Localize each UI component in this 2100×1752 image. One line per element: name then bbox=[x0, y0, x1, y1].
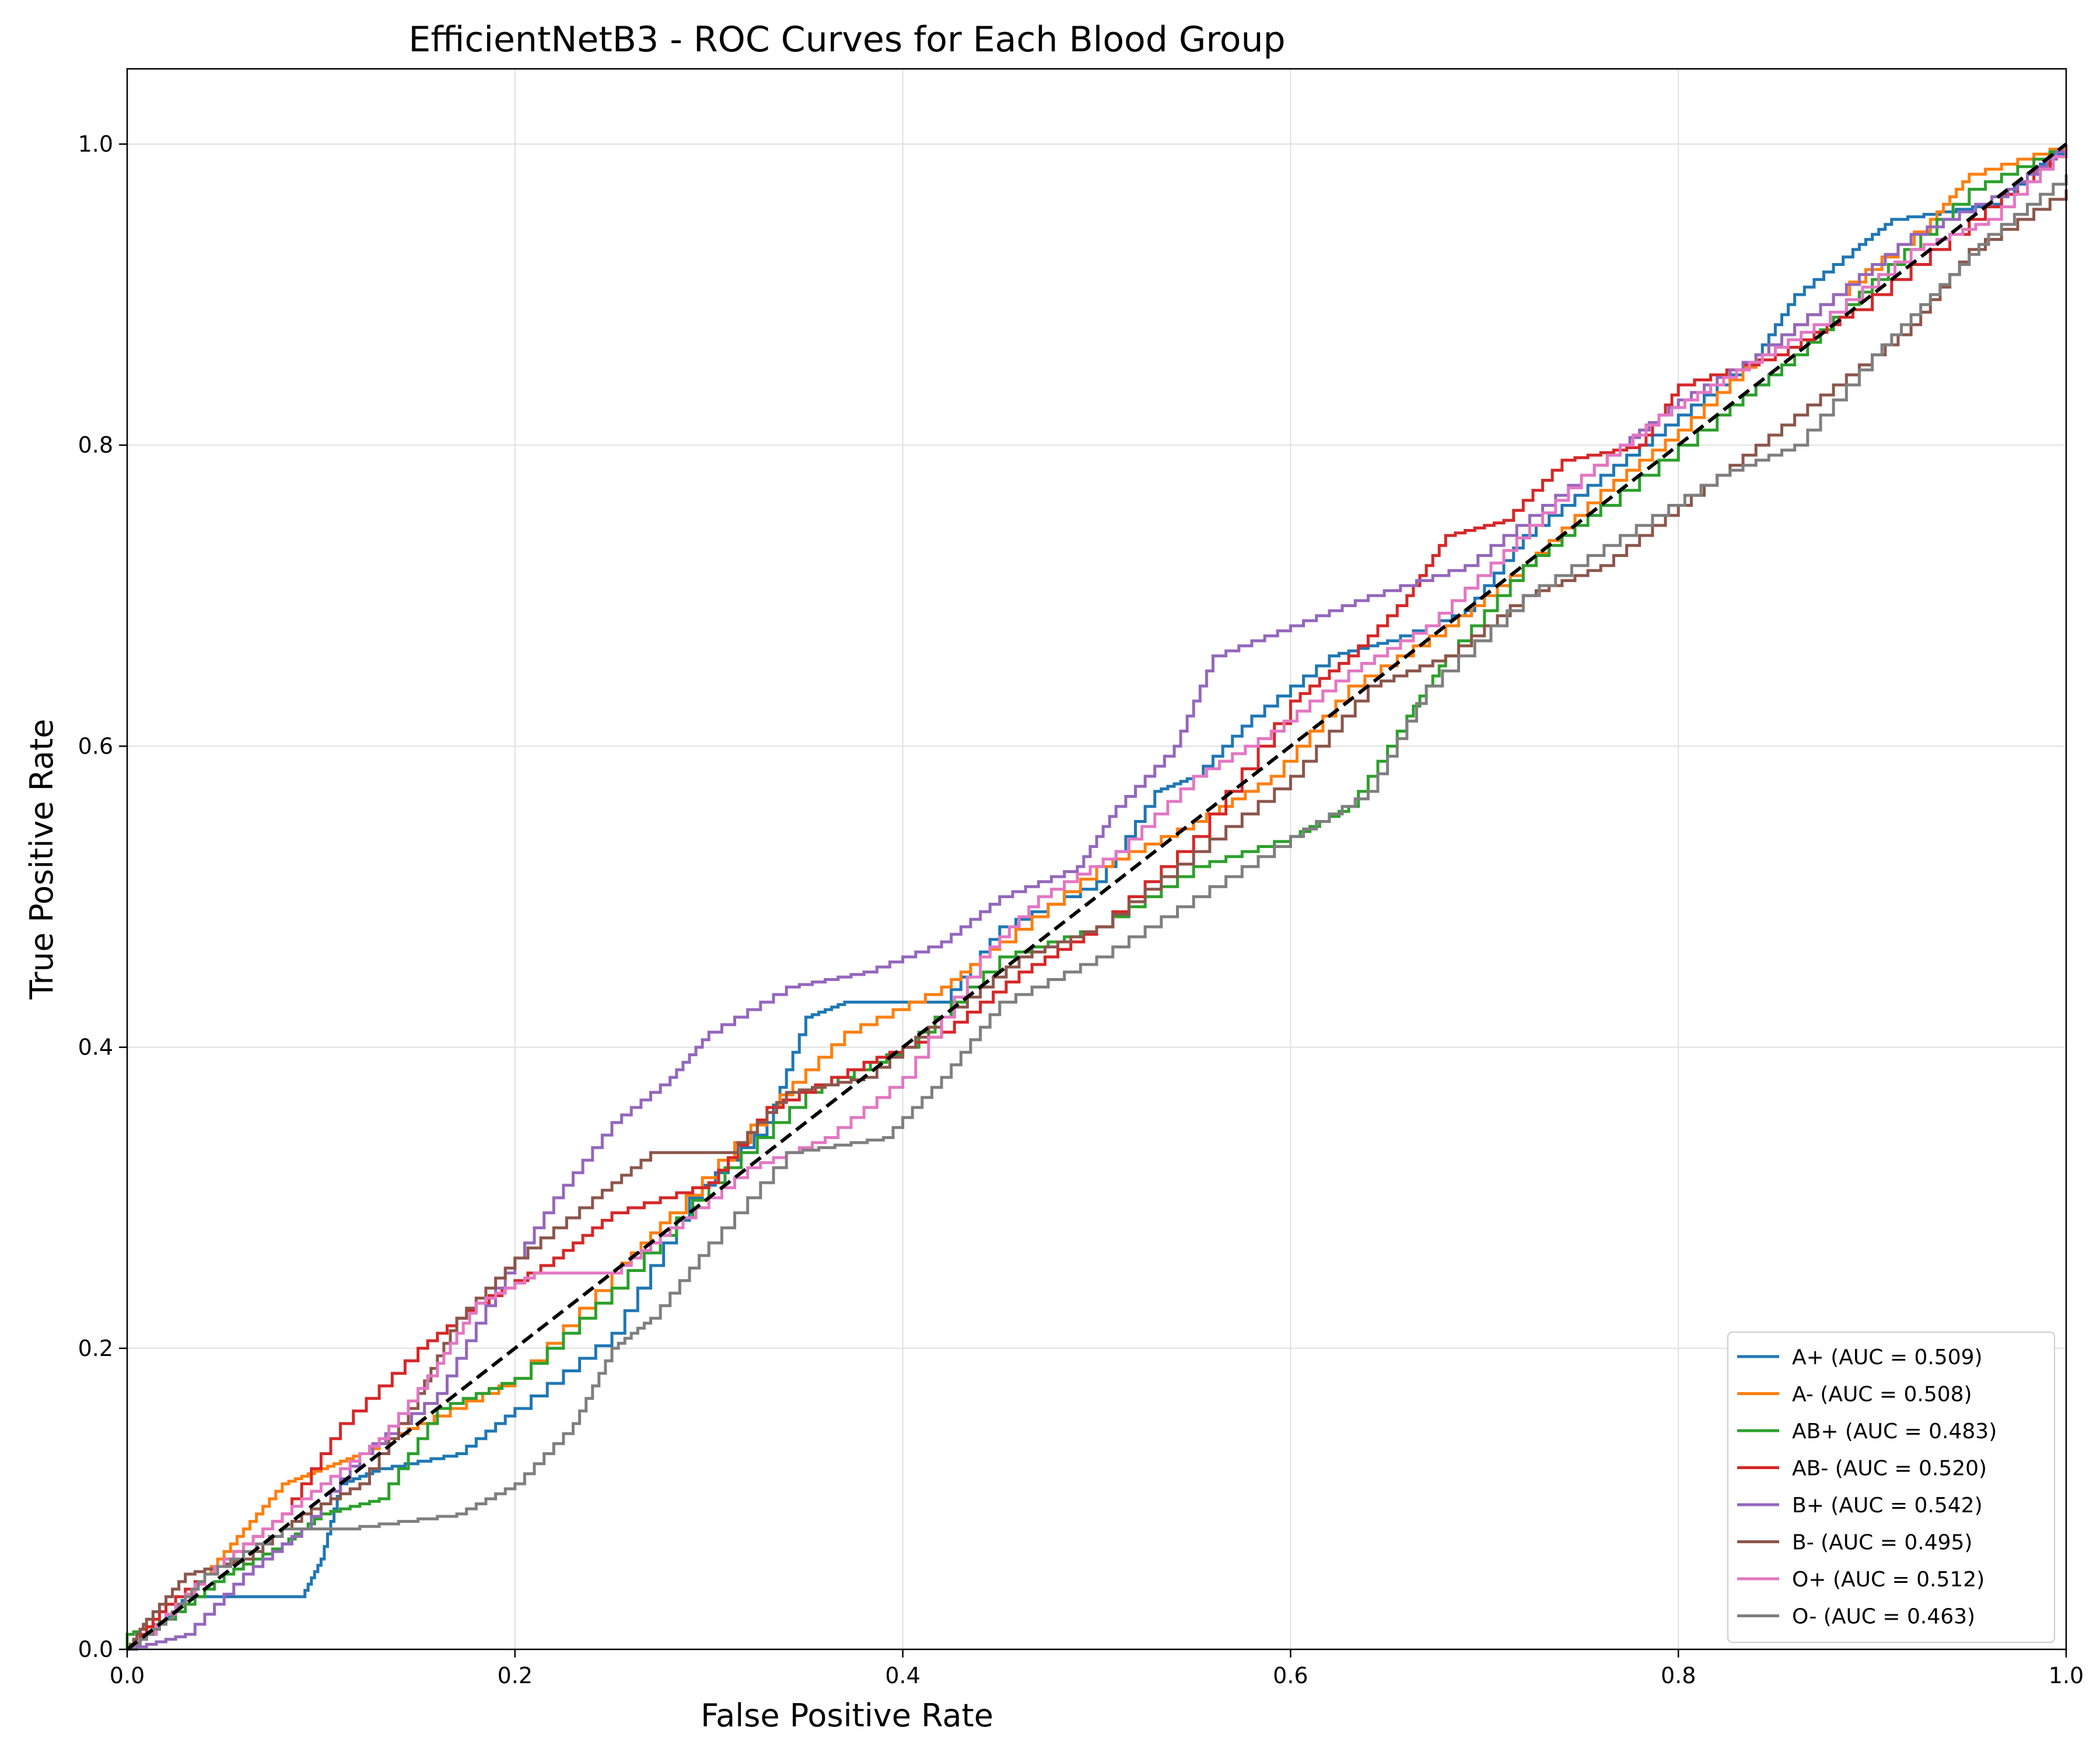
legend-label: O- (AUC = 0.463) bbox=[1792, 1605, 1975, 1629]
series-lines bbox=[125, 142, 2068, 1651]
legend-label: B- (AUC = 0.495) bbox=[1792, 1531, 1972, 1555]
chance-diagonal-line bbox=[126, 142, 2067, 1651]
legend-label: A- (AUC = 0.508) bbox=[1792, 1383, 1972, 1407]
legend-label: AB+ (AUC = 0.483) bbox=[1792, 1420, 1997, 1443]
x-tick-label: 1.0 bbox=[2049, 1663, 2084, 1688]
y-tick-label: 1.0 bbox=[78, 131, 113, 157]
legend-label: A+ (AUC = 0.509) bbox=[1792, 1345, 1983, 1369]
y-tick-label: 0.4 bbox=[78, 1035, 113, 1060]
chart-title: EfficientNetB3 - ROC Curves for Each Blo… bbox=[408, 19, 1285, 60]
series-line-6 bbox=[127, 144, 2068, 1651]
y-axis-label: True Positive Rate bbox=[23, 719, 60, 1000]
series-line-4 bbox=[127, 144, 2068, 1651]
series-line-7 bbox=[127, 174, 2068, 1651]
y-tick-label: 0.0 bbox=[78, 1637, 113, 1662]
legend-label: B+ (AUC = 0.542) bbox=[1792, 1494, 1983, 1518]
legend-box bbox=[1727, 1331, 2055, 1643]
x-tick-label: 0.8 bbox=[1661, 1663, 1696, 1688]
x-tick-label: 0.2 bbox=[498, 1663, 533, 1688]
y-tick-label: 0.2 bbox=[78, 1336, 113, 1361]
legend: A+ (AUC = 0.509) A- (AUC = 0.508) AB+ (AUC… bbox=[1727, 1331, 2055, 1643]
x-tick-label: 0.4 bbox=[885, 1663, 920, 1688]
series-line-1 bbox=[127, 144, 2068, 1651]
y-tick-label: 0.6 bbox=[78, 733, 113, 759]
x-tick-label: 0.0 bbox=[110, 1663, 145, 1688]
x-axis-label: False Positive Rate bbox=[701, 1697, 993, 1734]
x-tick-label: 0.6 bbox=[1273, 1663, 1308, 1688]
legend-label: AB- (AUC = 0.520) bbox=[1792, 1457, 1987, 1481]
plot-frame bbox=[126, 68, 2067, 1651]
legend-label: O+ (AUC = 0.512) bbox=[1792, 1568, 1985, 1592]
y-tick-label: 0.8 bbox=[78, 432, 113, 458]
axis-ticks: 0.0 0.2 0.4 0.6 0.8 1.0 0.0 0.2 0.4 0.6 0.8 1.0 bbox=[78, 131, 2084, 1688]
